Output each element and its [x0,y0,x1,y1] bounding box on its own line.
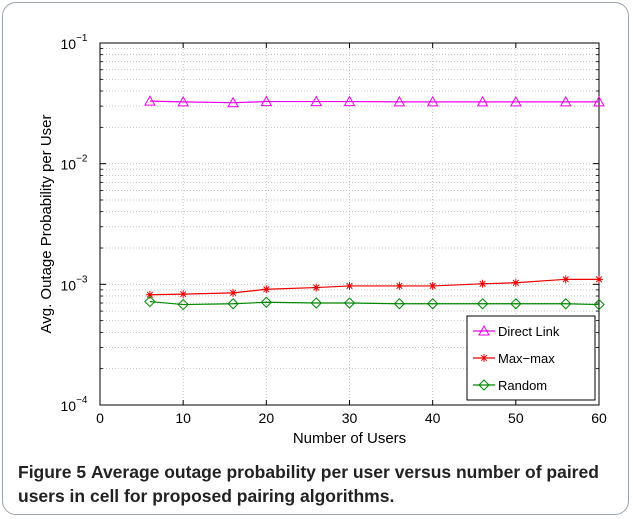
data-point [343,297,356,309]
data-point [229,288,238,297]
data-point [426,95,439,107]
x-axis-title: Number of Users [293,430,406,447]
grid [99,43,600,406]
series-2 [144,295,605,311]
figure-caption: Figure 5 Average outage probability per … [18,460,618,508]
y-tick-label: 10−4 [61,395,88,414]
data-point [478,279,487,288]
series-line [149,278,599,296]
y-tick-label: 10−2 [61,154,88,173]
x-tick-label: 30 [342,410,358,426]
data-point [144,295,156,308]
data-point [227,298,239,310]
data-point [559,95,572,107]
caption-text: Average outage probability per user vers… [18,462,599,506]
legend-label: Direct Link [498,324,560,339]
y-tick-label: 10−1 [61,33,88,52]
data-point [343,95,356,107]
data-point [227,96,239,108]
legend-marker [480,354,488,362]
legend-item: Random [473,378,547,393]
data-point [595,275,603,284]
data-point [509,95,522,107]
data-point [476,298,489,310]
data-point [476,95,489,107]
x-tick-label: 0 [96,410,104,426]
x-tick-label: 40 [425,410,441,426]
y-axis-title: Avg. Outage Probability per User [38,114,55,333]
legend-label: Max−max [498,351,555,366]
y-tick-label: 10−3 [61,274,88,293]
data-point [260,296,273,308]
data-point [593,95,605,107]
x-tick-label: 20 [259,410,275,426]
legend-marker [478,324,490,336]
x-tick-label: 50 [508,410,524,426]
legend-item: Max−max [473,351,555,366]
caption-label: Figure 5 [18,462,87,482]
data-point [312,283,321,292]
legend-label: Random [498,378,547,393]
data-point [593,298,605,311]
data-point [393,95,406,107]
data-point [177,95,190,107]
data-point [260,95,273,107]
data-point [428,281,437,290]
data-point [144,95,156,106]
data-point [510,298,522,310]
data-point [310,95,323,107]
data-point [560,298,572,310]
legend-marker [478,379,490,391]
legend: Direct Link Max−max Random [466,315,596,401]
series-line [149,300,600,306]
series-1 [145,275,603,299]
data-point [177,298,189,311]
data-point [395,281,404,290]
x-tick-label: 60 [591,410,607,426]
series-0 [144,95,605,108]
data-point [179,290,188,299]
data-point [145,290,154,299]
data-point [310,297,322,309]
data-point [262,285,271,294]
data-point [345,281,354,290]
series-line [149,100,599,104]
data-point [511,278,520,287]
data-point [393,298,406,310]
legend-item: Direct Link [473,324,560,339]
data-point [561,275,570,284]
x-tick-label: 10 [175,410,191,426]
data-point [426,298,439,310]
